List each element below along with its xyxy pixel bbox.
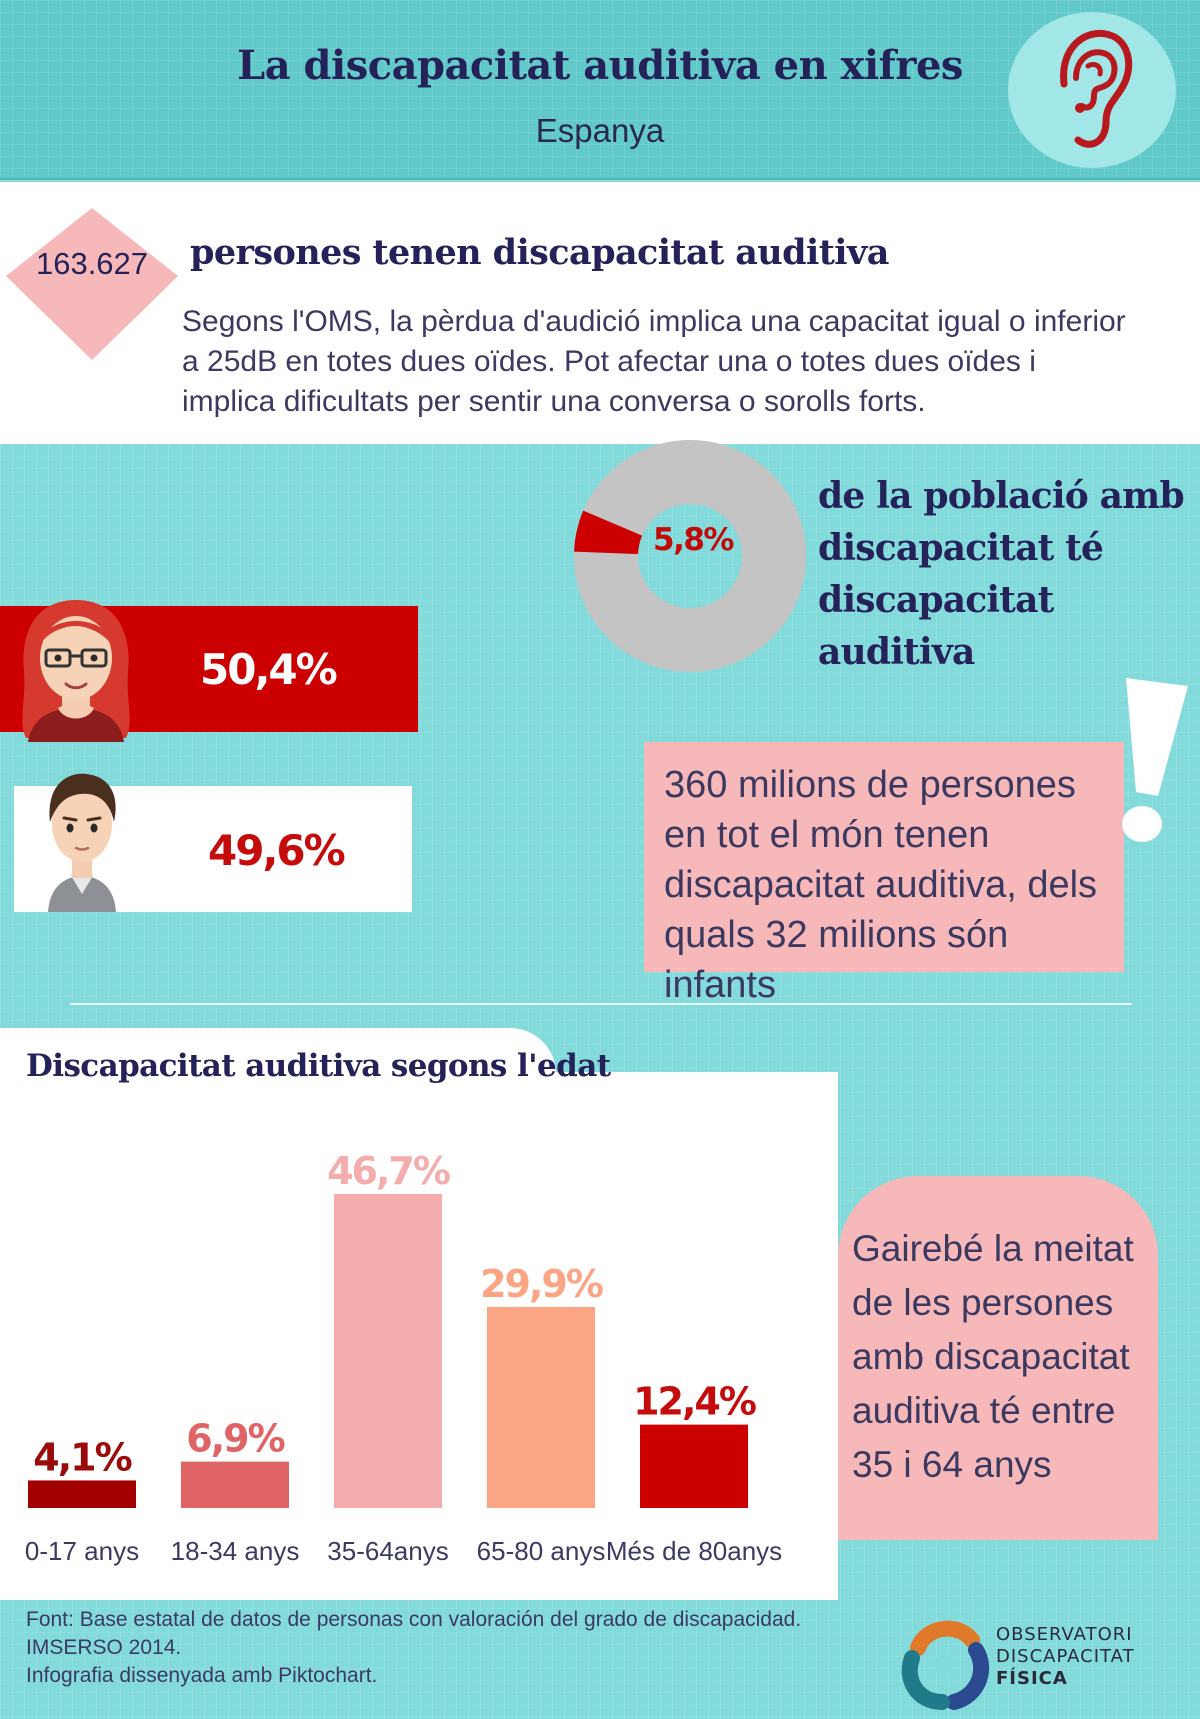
age-chart-title: Discapacitat auditiva segons l'edat bbox=[26, 1048, 611, 1084]
age-value-label-1: 6,9% bbox=[186, 1417, 284, 1461]
donut-value-label: 5,8% bbox=[653, 522, 734, 558]
age-value-label-2: 46,7% bbox=[327, 1149, 450, 1193]
world-stat-text: 360 milions de persones en tot el món te… bbox=[664, 764, 1098, 1006]
page-subtitle: Espanya bbox=[535, 112, 665, 149]
ear-icon bbox=[1008, 12, 1176, 168]
world-stat-box bbox=[644, 742, 1124, 972]
percentage-donut-chart bbox=[574, 440, 806, 672]
footer-source-line: Font: Base estatal de datos de personas … bbox=[26, 1608, 802, 1631]
age-category-label-4: Més de 80anys bbox=[606, 1536, 782, 1566]
donut-remainder bbox=[574, 440, 806, 672]
intro-heading: persones tenen discapacitat auditiva bbox=[190, 232, 889, 273]
logo-line-1: OBSERVATORI bbox=[996, 1624, 1133, 1645]
age-category-label-1: 18-34 anys bbox=[171, 1536, 300, 1566]
people-count: 163.627 bbox=[35, 246, 149, 281]
age-category-label-3: 65-80 anys bbox=[477, 1536, 606, 1566]
logo-line-2: DISCAPACITAT bbox=[996, 1646, 1135, 1667]
footer-publisher-line: IMSERSO 2014. bbox=[26, 1636, 182, 1659]
donut-caption: de la població amb discapacitat té disca… bbox=[818, 475, 1185, 673]
age-value-label-3: 29,9% bbox=[480, 1262, 603, 1306]
observatori-logo-icon bbox=[901, 1620, 989, 1710]
section-divider bbox=[70, 1003, 1132, 1005]
logo-line-3: FÍSICA bbox=[996, 1668, 1068, 1689]
age-bar-2 bbox=[334, 1194, 442, 1508]
male-percentage: 49,6% bbox=[208, 826, 346, 875]
age-value-label-0: 4,1% bbox=[33, 1435, 131, 1479]
female-percentage: 50,4% bbox=[200, 645, 338, 694]
female-avatar-icon bbox=[22, 600, 130, 742]
header-banner bbox=[0, 0, 1200, 180]
intro-description: Segons l'OMS, la pèrdua d'audició implic… bbox=[182, 305, 1126, 418]
age-value-label-4: 12,4% bbox=[633, 1380, 756, 1424]
count-diamond-shape bbox=[6, 208, 178, 360]
age-bar-chart: 4,1% 0-17 anys 6,9% 18-34 anys 46,7% 35-64any… bbox=[25, 1149, 782, 1566]
age-callout-text: Gairebé la meitat de les persones amb di… bbox=[852, 1228, 1134, 1485]
age-chart-tab bbox=[0, 1028, 556, 1112]
intro-section bbox=[0, 182, 1200, 444]
age-bar-0 bbox=[28, 1480, 136, 1508]
footer-source: Font: Base estatal de datos de personas … bbox=[26, 1606, 826, 1690]
exclamation-icon bbox=[1122, 678, 1188, 842]
age-bar-3 bbox=[487, 1306, 595, 1508]
page-title: La discapacitat auditiva en xifres bbox=[237, 42, 963, 89]
age-bar-4 bbox=[640, 1424, 748, 1508]
observatori-logo-text: OBSERVATORI DISCAPACITAT FÍSICA bbox=[996, 1624, 1135, 1690]
age-callout-box bbox=[838, 1176, 1158, 1540]
age-bar-1 bbox=[181, 1461, 289, 1508]
footer-credit-line: Infografia dissenyada amb Piktochart. bbox=[26, 1664, 378, 1687]
male-avatar-icon bbox=[48, 773, 116, 912]
age-category-label-0: 0-17 anys bbox=[25, 1536, 139, 1566]
donut-slice-hearing bbox=[574, 510, 643, 555]
age-category-label-2: 35-64anys bbox=[327, 1536, 448, 1566]
